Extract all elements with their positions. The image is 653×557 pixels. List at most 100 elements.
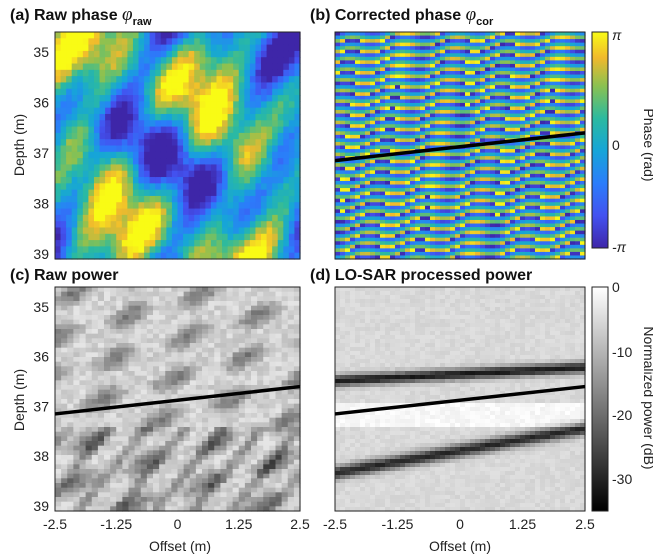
heatmap-cell xyxy=(530,95,536,100)
heatmap-cell xyxy=(370,124,376,129)
heatmap-cell xyxy=(575,163,581,168)
heatmap-cell xyxy=(60,164,67,172)
heatmap-cell xyxy=(370,113,376,118)
heatmap-cell xyxy=(390,74,396,79)
heatmap-cell xyxy=(390,60,396,65)
heatmap-cell xyxy=(475,149,481,154)
heatmap-cell xyxy=(405,156,411,161)
heatmap-cell xyxy=(60,227,67,235)
heatmap-cell xyxy=(360,180,366,186)
heatmap-cell xyxy=(261,158,268,166)
heatmap-cell xyxy=(410,67,416,72)
heatmap-cell xyxy=(465,248,471,253)
heatmap-cell xyxy=(570,170,576,175)
heatmap-cell xyxy=(73,343,81,349)
heatmap-cell xyxy=(127,69,134,77)
heatmap-cell xyxy=(540,67,546,72)
heatmap-cell xyxy=(155,151,162,159)
heatmap-cell xyxy=(480,156,486,161)
heatmap-cell xyxy=(405,39,411,44)
heatmap-cell xyxy=(238,139,245,147)
heatmap-cell xyxy=(73,375,81,381)
heatmap-cell xyxy=(435,173,441,179)
heatmap-cell xyxy=(160,69,167,77)
heatmap-cell xyxy=(266,38,273,46)
heatmap-cell xyxy=(340,241,346,246)
heatmap-cell xyxy=(400,145,406,150)
heatmap-cell xyxy=(385,173,391,179)
heatmap-cell xyxy=(144,69,151,77)
heatmap-cell xyxy=(88,95,95,102)
heatmap-cell xyxy=(470,219,476,225)
heatmap-cell xyxy=(470,209,476,214)
heatmap-cell xyxy=(60,82,67,90)
heatmap-cell xyxy=(390,95,396,100)
heatmap-cell xyxy=(345,81,351,86)
heatmap-cell xyxy=(415,141,421,147)
heatmap-cell xyxy=(440,74,446,79)
heatmap-cell xyxy=(480,110,486,115)
heatmap-cell xyxy=(93,101,101,109)
heatmap-cell xyxy=(535,166,541,171)
heatmap-cell xyxy=(550,159,556,164)
heatmap-cell xyxy=(485,209,491,214)
heatmap-cell xyxy=(435,163,441,168)
heatmap-cell xyxy=(495,102,501,108)
heatmap-cell xyxy=(335,32,341,37)
heatmap-cell xyxy=(450,212,456,218)
heatmap-cell xyxy=(535,152,541,157)
heatmap-cell xyxy=(455,63,461,69)
heatmap-cell xyxy=(530,166,536,171)
heatmap-cell xyxy=(177,151,184,159)
heatmap-cell xyxy=(420,134,426,140)
heatmap-cell xyxy=(420,106,426,111)
heatmap-cell xyxy=(405,159,411,164)
heatmap-cell xyxy=(73,441,81,447)
heatmap-cell xyxy=(375,35,381,40)
heatmap-cell xyxy=(365,152,371,157)
heatmap-cell xyxy=(144,202,151,210)
heatmap-cell xyxy=(105,120,112,128)
heatmap-cell xyxy=(515,241,521,246)
heatmap-cell xyxy=(355,188,361,193)
heatmap-cell xyxy=(365,188,371,193)
heatmap-cell xyxy=(71,82,78,90)
heatmap-cell xyxy=(261,214,268,222)
heatmap-cell xyxy=(430,32,436,37)
heatmap-cell xyxy=(238,88,245,96)
heatmap-cell xyxy=(385,219,391,225)
heatmap-cell xyxy=(535,216,541,221)
heatmap-cell xyxy=(465,120,471,125)
heatmap-cell xyxy=(490,60,496,65)
heatmap-cell xyxy=(485,74,491,79)
heatmap-cell xyxy=(249,151,257,159)
heatmap-cell xyxy=(565,49,571,54)
heatmap-cell xyxy=(455,241,461,246)
heatmap-cell xyxy=(375,46,381,51)
heatmap-cell xyxy=(465,85,471,90)
heatmap-cell xyxy=(233,139,240,147)
heatmap-cell xyxy=(227,50,234,58)
heatmap-cell xyxy=(340,223,346,228)
heatmap-cell xyxy=(166,132,173,140)
heatmap-cell xyxy=(575,120,581,125)
heatmap-cell xyxy=(505,106,511,111)
heatmap-cell xyxy=(132,252,140,260)
heatmap-cell xyxy=(277,177,284,184)
heatmap-cell xyxy=(580,159,586,164)
heatmap-cell xyxy=(420,241,426,246)
heatmap-cell xyxy=(430,56,436,61)
heatmap-cell xyxy=(540,156,546,161)
heatmap-cell xyxy=(575,180,581,186)
heatmap-cell xyxy=(520,134,526,140)
heatmap-cell xyxy=(565,117,571,122)
heatmap-cell xyxy=(535,127,541,132)
heatmap-cell xyxy=(500,177,506,182)
heatmap-cell xyxy=(55,76,62,84)
heatmap-cell xyxy=(340,163,346,168)
heatmap-cell xyxy=(415,244,421,249)
heatmap-cell xyxy=(530,67,536,72)
heatmap-cell xyxy=(55,252,62,260)
heatmap-cell xyxy=(380,46,386,51)
heatmap-cell xyxy=(440,173,446,179)
